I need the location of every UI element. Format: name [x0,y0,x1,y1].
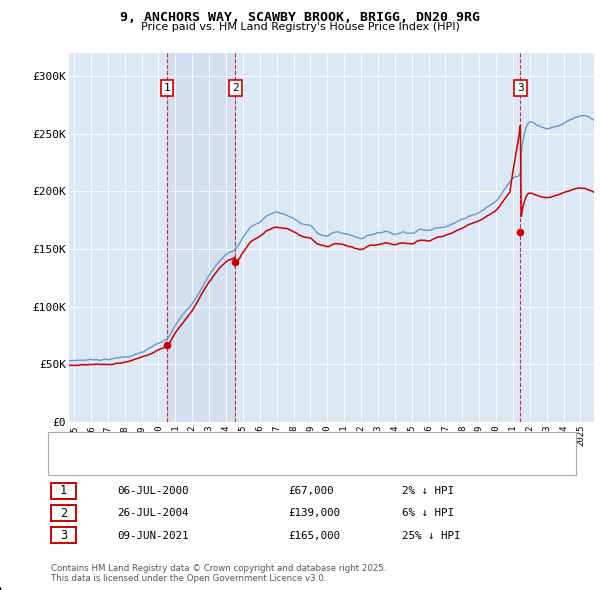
Text: £67,000: £67,000 [288,486,334,496]
Text: 2: 2 [232,83,239,93]
Text: 09-JUN-2021: 09-JUN-2021 [117,531,188,540]
Text: Contains HM Land Registry data © Crown copyright and database right 2025.
This d: Contains HM Land Registry data © Crown c… [51,563,386,583]
Text: £165,000: £165,000 [288,531,340,540]
Text: 25% ↓ HPI: 25% ↓ HPI [402,531,461,540]
Text: 3: 3 [60,529,67,542]
Text: 2% ↓ HPI: 2% ↓ HPI [402,486,454,496]
Bar [167,53,235,422]
Text: 9, ANCHORS WAY, SCAWBY BROOK, BRIGG, DN20 9RG (detached house): 9, ANCHORS WAY, SCAWBY BROOK, BRIGG, DN2… [93,439,470,449]
Text: 1: 1 [164,83,170,93]
Text: 06-JUL-2000: 06-JUL-2000 [117,486,188,496]
Text: 26-JUL-2004: 26-JUL-2004 [117,509,188,518]
Text: 9, ANCHORS WAY, SCAWBY BROOK, BRIGG, DN20 9RG: 9, ANCHORS WAY, SCAWBY BROOK, BRIGG, DN2… [120,11,480,24]
Text: £139,000: £139,000 [288,509,340,518]
Text: 1: 1 [60,484,67,497]
Text: HPI: Average price, detached house, North Lincolnshire: HPI: Average price, detached house, Nort… [93,458,381,468]
Text: Price paid vs. HM Land Registry's House Price Index (HPI): Price paid vs. HM Land Registry's House … [140,22,460,32]
Text: 6% ↓ HPI: 6% ↓ HPI [402,509,454,518]
Text: 2: 2 [60,506,67,520]
Text: 3: 3 [517,83,524,93]
